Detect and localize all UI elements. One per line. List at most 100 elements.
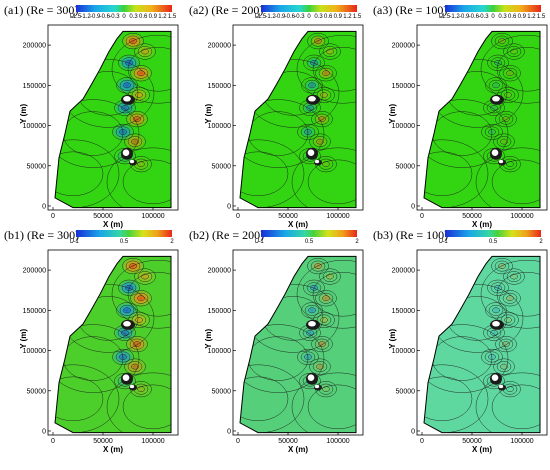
contour-ring	[133, 116, 141, 122]
colorbar-tick-label: 2	[355, 239, 359, 245]
vortex-cell	[122, 33, 144, 50]
x-tick-label: 0	[420, 213, 424, 220]
contour-ring	[300, 126, 316, 138]
colorbar-tick-label: -0.9	[459, 14, 470, 20]
contour-ring	[126, 336, 148, 353]
x-axis-label: X (m)	[472, 445, 492, 454]
y-tick-label: 200000	[23, 268, 46, 275]
contour-ring	[312, 361, 328, 373]
island	[314, 159, 320, 164]
contour-ring	[475, 147, 540, 208]
contour-ring	[307, 33, 329, 50]
y-tick-label: 100000	[392, 348, 415, 355]
contour-ring	[484, 351, 500, 363]
contour-ring	[121, 330, 129, 336]
panel-b3: 0 50000 100000 0 50000 100000 150000 200000 X (m…	[373, 228, 548, 454]
colorbar-tick-label: -1	[73, 239, 79, 245]
contour-ring	[296, 35, 356, 104]
contour-ring	[127, 136, 143, 148]
x-axis-label: X (m)	[103, 220, 123, 229]
x-axis-label: X (m)	[103, 445, 123, 454]
colorbar-tick-label: -0.9	[275, 14, 286, 20]
contour-ring	[306, 330, 314, 336]
contour-ring	[315, 65, 337, 82]
contour-ring	[495, 111, 517, 128]
contour-ring	[137, 295, 145, 302]
contour-ring	[133, 292, 149, 304]
vortex-cell	[313, 361, 327, 372]
y-tick-label: 50000	[396, 163, 416, 170]
contour-ring	[112, 348, 134, 366]
colorbar-tick-label: -0.6	[100, 14, 111, 20]
colorbar-tick-label: 1.5	[537, 14, 546, 20]
colorbar	[445, 230, 541, 237]
y-tick-label: 50000	[396, 388, 416, 395]
x-tick-label: 50000	[93, 213, 113, 220]
contour-ring	[494, 35, 510, 47]
contour-ring	[495, 336, 517, 353]
contour-ring	[303, 279, 325, 296]
island	[123, 96, 131, 102]
colorbar-variable: U	[70, 14, 75, 20]
contour-ring	[127, 361, 143, 373]
contour-ring	[424, 139, 489, 208]
contour-ring	[311, 336, 333, 353]
y-tick-label: 100000	[23, 123, 46, 130]
colorbar-tick-label: 1.5	[168, 14, 177, 20]
colorbar-tick-label: 0	[491, 14, 495, 20]
contour-ring	[141, 273, 149, 280]
x-tick-label: 50000	[93, 438, 113, 445]
contour-ring	[492, 307, 500, 314]
contour-ring	[123, 82, 131, 89]
y-axis-label: Y (m)	[204, 104, 213, 124]
y-tick-label: 150000	[392, 308, 415, 315]
y-tick-label: 50000	[27, 163, 47, 170]
contour-ring	[493, 358, 515, 375]
contour-ring	[510, 273, 518, 280]
contour-ring	[310, 284, 318, 291]
y-tick-label: 50000	[212, 388, 232, 395]
contour-ring	[297, 123, 319, 141]
contour-ring	[499, 290, 521, 307]
contour-ring	[306, 105, 314, 111]
contour-ring	[488, 304, 504, 316]
island	[492, 96, 500, 102]
contour-ring	[307, 258, 329, 275]
contour-ring	[424, 376, 473, 422]
y-tick-label: 0	[42, 428, 46, 435]
vortex-cell	[130, 290, 152, 307]
contour-ring	[127, 47, 171, 92]
contour-ring	[133, 67, 149, 79]
contour-ring	[111, 260, 171, 329]
colorbar-tick-label: -1.5	[440, 14, 451, 20]
contour-ring	[126, 111, 148, 128]
contour-ring	[55, 364, 120, 433]
colorbar-tick-label: -0.3	[109, 14, 120, 20]
contour-ring	[424, 151, 473, 197]
x-tick-label: 100000	[326, 438, 349, 445]
contour-ring	[310, 260, 326, 272]
vortex-cell	[303, 328, 317, 338]
y-tick-label: 200000	[23, 43, 46, 50]
contour-ring	[496, 361, 512, 373]
contour-ring	[111, 35, 171, 104]
x-tick-label: 0	[236, 213, 240, 220]
x-tick-label: 0	[420, 438, 424, 445]
colorbar-tick-label: 0	[122, 14, 126, 20]
y-tick-label: 200000	[392, 268, 415, 275]
island	[498, 384, 504, 389]
vortex-cell	[316, 89, 332, 101]
y-tick-label: 150000	[392, 83, 415, 90]
colorbar	[261, 230, 357, 237]
contour-ring	[55, 99, 140, 168]
contour-ring	[122, 258, 144, 275]
contour-ring	[480, 260, 540, 329]
contour-ring	[318, 292, 334, 304]
y-tick-label: 0	[411, 428, 415, 435]
colorbar-variable: U	[439, 14, 444, 20]
colorbar-tick-label: -1	[442, 239, 448, 245]
contour-ring	[314, 113, 330, 125]
contour-ring	[319, 268, 341, 285]
colorbar-tick-label: 0.9	[334, 14, 343, 20]
panel-b2: 0 50000 100000 0 50000 100000 150000 200000 X (m…	[189, 228, 364, 454]
